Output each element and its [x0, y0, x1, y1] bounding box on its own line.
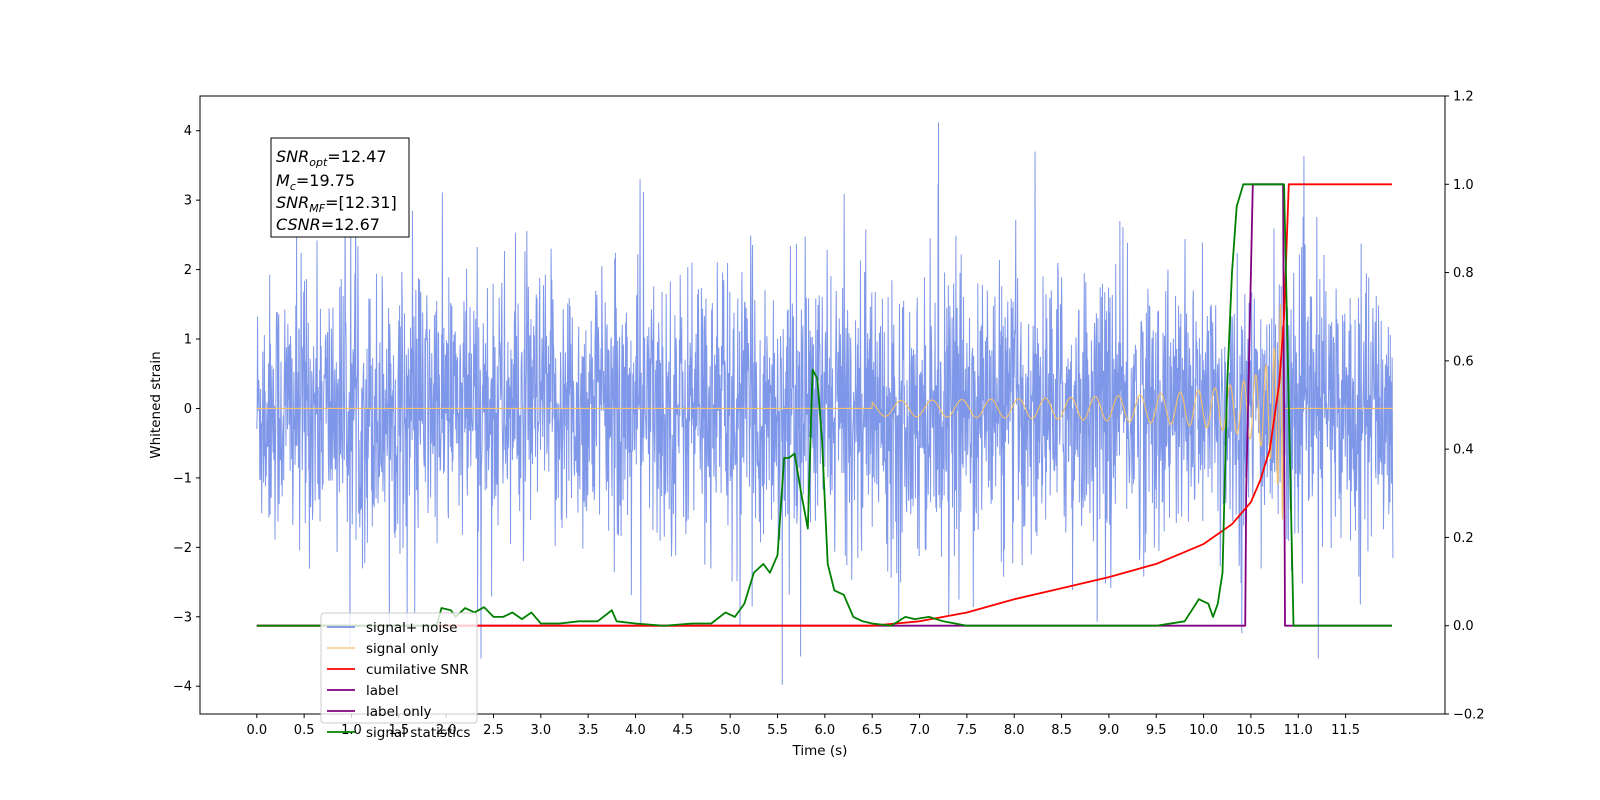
- y-axis-left: 4 3 2 1 0 −1 −2 −3 −4: [173, 124, 200, 695]
- x-tick-label: 4.5: [673, 723, 694, 738]
- y-right-tick-label: 1.0: [1453, 178, 1474, 193]
- x-tick-label: 9.0: [1099, 723, 1120, 738]
- plot-area: [256, 122, 1394, 685]
- legend-entry-label: signal statistics: [366, 725, 470, 741]
- series-cumulative-snr: [256, 183, 1392, 627]
- legend-entry-label: label only: [366, 704, 432, 720]
- y-left-tick-label: −3: [173, 610, 192, 625]
- x-tick-label: 6.5: [862, 723, 883, 738]
- annotation-csnr: CSNR=12.67: [276, 215, 380, 234]
- y-right-tick-label: 0.2: [1453, 531, 1474, 546]
- x-tick-label: 3.0: [530, 723, 551, 738]
- y-right-tick-label: 0.4: [1453, 443, 1474, 458]
- x-tick-label: 8.5: [1051, 723, 1072, 738]
- y-axis-left-title: Whitened strain: [148, 351, 164, 458]
- y-left-tick-label: 2: [184, 263, 192, 278]
- annotation-snr-mf: SNRMF=[12.31]: [276, 193, 397, 215]
- x-tick-label: 8.0: [1004, 723, 1025, 738]
- x-tick-label: 1.5: [388, 723, 409, 738]
- x-tick-label: 10.0: [1189, 723, 1218, 738]
- x-tick-label: 6.0: [815, 723, 836, 738]
- y-right-tick-label: 0.0: [1453, 619, 1474, 634]
- y-left-tick-label: 0: [184, 402, 192, 417]
- x-tick-label: 5.0: [720, 723, 741, 738]
- y-left-tick-label: 1: [184, 333, 192, 348]
- annotation-snr-opt: SNRopt=12.47: [276, 147, 387, 169]
- legend-entry-label: signal only: [366, 641, 439, 657]
- x-tick-label: 7.5: [957, 723, 978, 738]
- x-tick-label: 0.5: [294, 723, 315, 738]
- y-left-tick-label: −2: [173, 541, 192, 556]
- y-left-tick-label: 4: [184, 124, 192, 139]
- legend: signal+ noise signal only cumilative SNR la…: [320, 612, 478, 741]
- x-tick-label: 3.5: [578, 723, 599, 738]
- x-tick-label: 0.0: [246, 723, 267, 738]
- x-axis: 0.0 0.5 1.0 1.5 2.0 2.5 3.0 3.5 4.0 4.5 5.0 5.5 6.0 6…: [246, 714, 1360, 738]
- y-axis-right: 1.2 1.0 0.8 0.6 0.4 0.2 0.0 −0.2: [1445, 90, 1485, 723]
- legend-entry-label: signal+ noise: [366, 620, 457, 636]
- x-tick-label: 11.0: [1284, 723, 1313, 738]
- x-tick-label: 11.5: [1331, 723, 1360, 738]
- y-right-tick-label: 1.2: [1453, 90, 1474, 105]
- legend-entry-label: cumilative SNR: [366, 662, 469, 678]
- x-tick-label: 5.5: [767, 723, 788, 738]
- y-right-tick-label: −0.2: [1453, 708, 1485, 723]
- y-left-tick-label: −1: [173, 471, 192, 486]
- x-tick-label: 2.5: [483, 723, 504, 738]
- x-tick-label: 10.5: [1236, 723, 1265, 738]
- x-tick-label: 9.5: [1146, 723, 1167, 738]
- x-axis-title: Time (s): [792, 743, 848, 759]
- annotation-frame: [270, 137, 410, 238]
- y-right-tick-label: 0.8: [1453, 266, 1474, 281]
- y-left-tick-label: 3: [184, 194, 192, 209]
- x-tick-label: 1.0: [341, 723, 362, 738]
- x-tick-label: 4.0: [625, 723, 646, 738]
- series-signal-noise: [256, 122, 1394, 685]
- x-tick-label: 7.0: [909, 723, 930, 738]
- annotation-mc: Mc=19.75: [276, 171, 355, 193]
- axes-frame: [199, 95, 1446, 715]
- series-signal-statistics: [256, 183, 1392, 627]
- y-left-tick-label: −4: [173, 680, 192, 695]
- y-right-tick-label: 0.6: [1453, 354, 1474, 369]
- x-tick-label: 2.0: [436, 723, 457, 738]
- annotation-box: SNRopt=12.47 Mc=19.75 SNRMF=[12.31] CSNR…: [270, 137, 410, 238]
- legend-frame: [320, 612, 478, 724]
- legend-entry-label: label: [366, 683, 399, 699]
- series-signal-only: [256, 300, 1393, 520]
